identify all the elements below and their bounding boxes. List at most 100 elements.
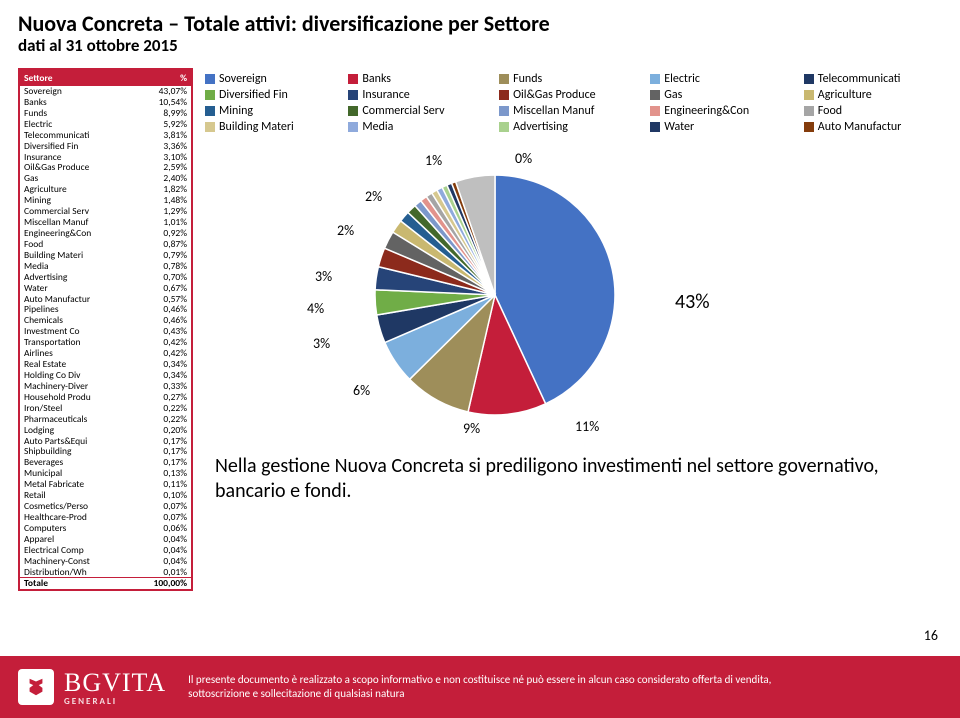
legend-label: Building Materi xyxy=(219,120,294,134)
table-row: Telecommunicati3,81% xyxy=(19,130,192,141)
brand: BGVITA xyxy=(64,668,166,698)
page-number: 16 xyxy=(924,627,938,644)
sector-table: Settore % Sovereign43,07%Banks10,54%Fund… xyxy=(18,68,193,591)
legend-label: Agriculture xyxy=(818,88,872,102)
legend-swatch xyxy=(205,90,215,100)
legend-item: Media xyxy=(348,120,485,134)
pie-label: 6% xyxy=(353,382,370,399)
cell-total-label: Totale xyxy=(19,578,130,590)
legend-item: Mining xyxy=(205,104,334,118)
brand-sub: GENERALI xyxy=(64,696,166,707)
legend-swatch xyxy=(348,90,358,100)
cell-sector: Advertising xyxy=(19,272,130,283)
legend-label: Sovereign xyxy=(219,72,267,86)
table-row: Lodging0,20% xyxy=(19,425,192,436)
legend: Sovereign Banks Funds Electric Telecommunica… xyxy=(205,72,942,134)
page-title: Nuova Concreta – Totale attivi: diversif… xyxy=(18,10,942,37)
note: Nella gestione Nuova Concreta si predili… xyxy=(215,454,915,504)
legend-swatch xyxy=(804,122,814,132)
cell-pct: 0,04% xyxy=(130,556,192,567)
legend-label: Funds xyxy=(513,72,542,86)
pie-chart: 0%1%2%2%3%4%3%6%9%11%43% xyxy=(215,140,755,440)
legend-swatch xyxy=(650,106,660,116)
legend-item: Oil&Gas Produce xyxy=(499,88,636,102)
legend-item: Telecommunicati xyxy=(804,72,942,86)
pie-label: 3% xyxy=(315,268,332,285)
page-subtitle: dati al 31 ottobre 2015 xyxy=(18,35,942,56)
lion-icon xyxy=(18,669,54,705)
legend-swatch xyxy=(499,122,509,132)
legend-item: Commercial Serv xyxy=(348,104,485,118)
legend-item: Engineering&Con xyxy=(650,104,790,118)
legend-label: Diversified Fin xyxy=(219,88,288,102)
cell-pct: 0,67% xyxy=(130,283,192,294)
legend-item: Electric xyxy=(650,72,790,86)
legend-label: Electric xyxy=(664,72,700,86)
legend-label: Miscellan Manuf xyxy=(513,104,594,118)
legend-swatch xyxy=(499,90,509,100)
pie-label: 2% xyxy=(337,222,354,239)
legend-swatch xyxy=(804,90,814,100)
legend-item: Banks xyxy=(348,72,485,86)
legend-swatch xyxy=(650,74,660,84)
legend-label: Commercial Serv xyxy=(362,104,444,118)
sector-table-wrap: Settore % Sovereign43,07%Banks10,54%Fund… xyxy=(18,68,193,591)
table-row: Electrical Comp0,04% xyxy=(19,545,192,556)
legend-item: Building Materi xyxy=(205,120,334,134)
legend-label: Media xyxy=(362,120,393,134)
cell-sector: Lodging xyxy=(19,425,130,436)
legend-swatch xyxy=(348,122,358,132)
pie-label: 4% xyxy=(307,300,324,317)
footer: BGVITA GENERALI Il presente documento è … xyxy=(0,656,960,718)
legend-swatch xyxy=(205,106,215,116)
legend-label: Banks xyxy=(362,72,391,86)
legend-item: Auto Manufactur xyxy=(804,120,942,134)
th-sector: Settore xyxy=(19,69,130,86)
disclaimer: Il presente documento è realizzato a sco… xyxy=(188,673,828,701)
table-row: Diversified Fin3,36% xyxy=(19,141,192,152)
th-pct: % xyxy=(130,69,192,86)
table-row: Pharmaceuticals0,22% xyxy=(19,414,192,425)
legend-swatch xyxy=(205,122,215,132)
legend-item: Sovereign xyxy=(205,72,334,86)
legend-label: Insurance xyxy=(362,88,409,102)
pie-label: 2% xyxy=(365,188,382,205)
cell-sector: Distribution/Wh xyxy=(19,567,130,578)
legend-label: Mining xyxy=(219,104,253,118)
legend-item: Agriculture xyxy=(804,88,942,102)
cell-pct: 0,01% xyxy=(130,567,192,578)
pie-label: 43% xyxy=(675,290,710,314)
legend-swatch xyxy=(804,106,814,116)
header: Nuova Concreta – Totale attivi: diversif… xyxy=(0,0,960,60)
legend-swatch xyxy=(499,74,509,84)
pie-label: 3% xyxy=(313,335,330,352)
legend-item: Gas xyxy=(650,88,790,102)
table-row: Water0,67% xyxy=(19,283,192,294)
legend-item: Water xyxy=(650,120,790,134)
legend-swatch xyxy=(650,122,660,132)
cell-pct: 0,04% xyxy=(130,545,192,556)
legend-label: Water xyxy=(664,120,694,134)
legend-label: Telecommunicati xyxy=(818,72,901,86)
legend-item: Food xyxy=(804,104,942,118)
legend-swatch xyxy=(348,106,358,116)
table-row: Distribution/Wh0,01% xyxy=(19,567,192,578)
legend-label: Oil&Gas Produce xyxy=(513,88,596,102)
cell-total-value: 100,00% xyxy=(130,578,192,590)
legend-item: Miscellan Manuf xyxy=(499,104,636,118)
legend-label: Gas xyxy=(664,88,682,102)
cell-sector: Water xyxy=(19,283,130,294)
legend-swatch xyxy=(348,74,358,84)
legend-swatch xyxy=(499,106,509,116)
logo: BGVITA GENERALI xyxy=(18,668,166,707)
cell-pct: 0,70% xyxy=(130,272,192,283)
legend-item: Insurance xyxy=(348,88,485,102)
legend-item: Funds xyxy=(499,72,636,86)
legend-label: Auto Manufactur xyxy=(818,120,902,134)
legend-item: Diversified Fin xyxy=(205,88,334,102)
table-row: Machinery-Const0,04% xyxy=(19,556,192,567)
cell-sector: Pharmaceuticals xyxy=(19,414,130,425)
cell-pct: 0,20% xyxy=(130,425,192,436)
legend-item: Advertising xyxy=(499,120,636,134)
cell-sector: Machinery-Const xyxy=(19,556,130,567)
